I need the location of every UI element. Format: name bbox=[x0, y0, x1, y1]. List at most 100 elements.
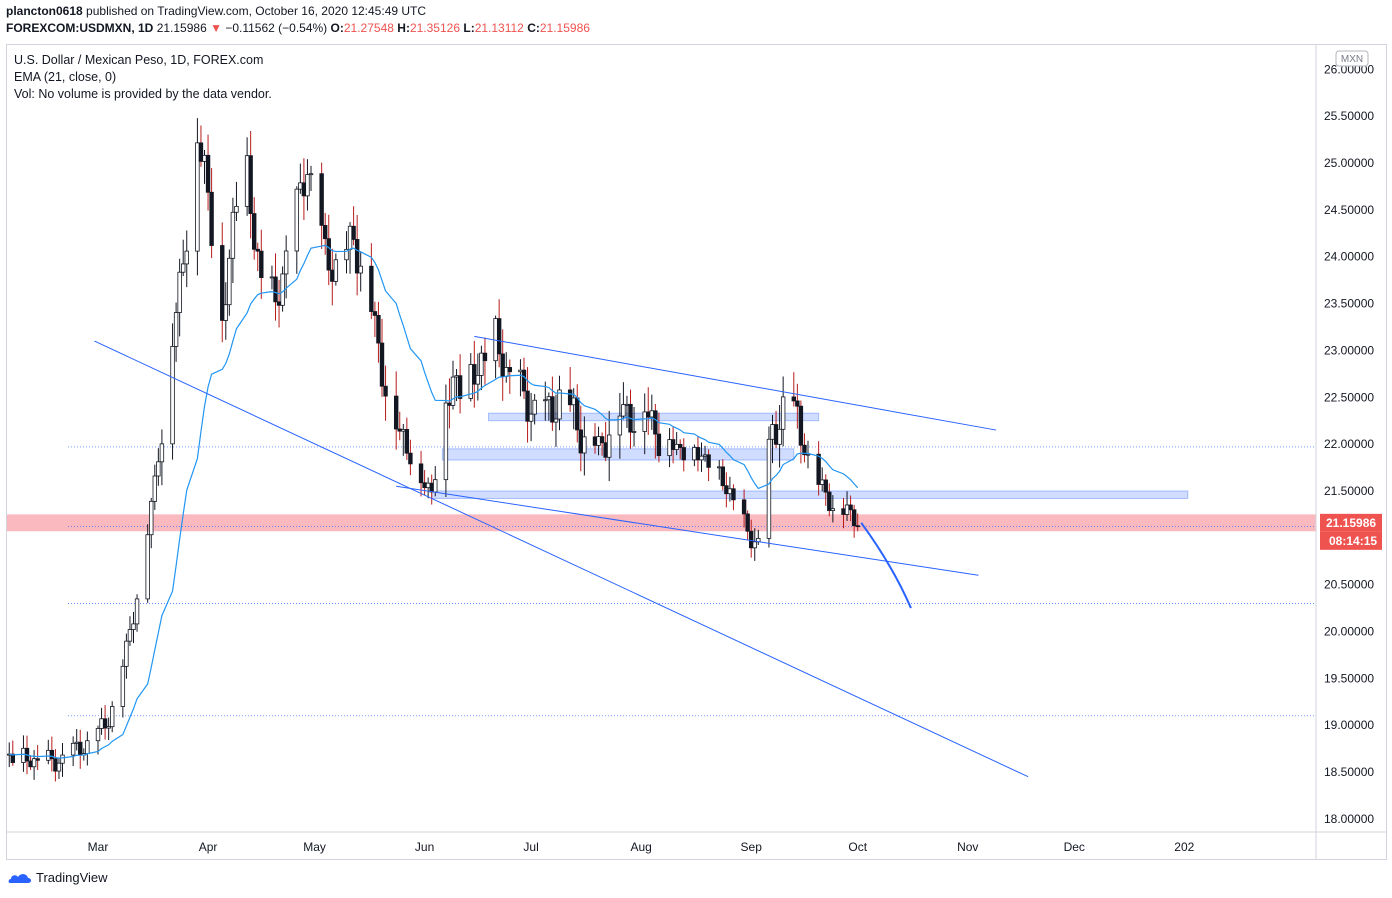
candle[interactable] bbox=[472, 340, 477, 408]
candle[interactable] bbox=[603, 421, 608, 462]
blue-zone-1[interactable] bbox=[441, 448, 795, 461]
candle[interactable] bbox=[255, 242, 260, 272]
candle[interactable] bbox=[525, 367, 530, 443]
candle[interactable] bbox=[642, 393, 647, 455]
candle[interactable] bbox=[418, 450, 424, 497]
candle[interactable] bbox=[752, 528, 757, 561]
candle[interactable] bbox=[621, 382, 626, 420]
candle[interactable] bbox=[575, 384, 580, 443]
candle[interactable] bbox=[393, 371, 399, 450]
candle[interactable] bbox=[53, 749, 58, 782]
candle[interactable] bbox=[582, 416, 587, 476]
author[interactable]: plancton0618 bbox=[6, 4, 83, 18]
candle[interactable] bbox=[205, 134, 211, 211]
candle[interactable] bbox=[102, 705, 108, 740]
candle[interactable] bbox=[429, 474, 434, 505]
candle[interactable] bbox=[198, 125, 204, 167]
candle[interactable] bbox=[259, 229, 264, 299]
candle[interactable] bbox=[298, 163, 303, 194]
candle[interactable] bbox=[35, 745, 40, 771]
candle[interactable] bbox=[457, 354, 463, 414]
candle[interactable] bbox=[493, 315, 498, 379]
candle[interactable] bbox=[159, 429, 165, 486]
candle[interactable] bbox=[46, 739, 51, 765]
candle[interactable] bbox=[397, 411, 402, 441]
candle[interactable] bbox=[184, 230, 189, 288]
candle[interactable] bbox=[816, 441, 821, 496]
candle[interactable] bbox=[443, 384, 449, 498]
candle[interactable] bbox=[720, 459, 725, 491]
candle[interactable] bbox=[475, 353, 481, 401]
tradingview-logo[interactable]: TradingView bbox=[8, 870, 108, 885]
candle[interactable] bbox=[479, 345, 484, 391]
candle[interactable] bbox=[301, 158, 307, 220]
candle[interactable] bbox=[230, 197, 236, 284]
candle[interactable] bbox=[330, 248, 335, 306]
candle[interactable] bbox=[557, 375, 562, 431]
candle[interactable] bbox=[248, 130, 253, 239]
candle[interactable] bbox=[305, 159, 310, 211]
candle[interactable] bbox=[780, 376, 786, 447]
candle[interactable] bbox=[294, 186, 299, 274]
candle[interactable] bbox=[227, 249, 232, 316]
candle[interactable] bbox=[134, 594, 140, 632]
candle[interactable] bbox=[10, 740, 15, 766]
candle[interactable] bbox=[749, 519, 754, 558]
candle[interactable] bbox=[106, 717, 111, 741]
candle[interactable] bbox=[351, 206, 356, 246]
candle[interactable] bbox=[617, 392, 623, 459]
candle[interactable] bbox=[220, 222, 225, 343]
forecast-curve[interactable] bbox=[860, 522, 912, 609]
candle[interactable] bbox=[791, 372, 796, 407]
candle[interactable] bbox=[124, 633, 129, 679]
candle[interactable] bbox=[354, 215, 360, 296]
candle[interactable] bbox=[202, 150, 207, 184]
candle[interactable] bbox=[344, 231, 349, 274]
candle[interactable] bbox=[276, 279, 282, 328]
candle[interactable] bbox=[234, 181, 239, 221]
candle[interactable] bbox=[805, 440, 811, 469]
currency-badge[interactable]: MXN bbox=[1335, 50, 1369, 67]
candle[interactable] bbox=[692, 444, 697, 467]
candle[interactable] bbox=[120, 659, 126, 718]
candle[interactable] bbox=[706, 449, 711, 482]
candle[interactable] bbox=[110, 701, 115, 733]
candle[interactable] bbox=[695, 436, 701, 472]
red-support-zone[interactable] bbox=[7, 514, 1316, 532]
candle[interactable] bbox=[333, 253, 339, 286]
candle[interactable] bbox=[717, 460, 722, 480]
candle[interactable] bbox=[209, 168, 214, 259]
candle[interactable] bbox=[521, 357, 527, 399]
candle[interactable] bbox=[482, 337, 488, 385]
candle[interactable] bbox=[244, 137, 250, 216]
candle[interactable] bbox=[319, 162, 324, 250]
candle[interactable] bbox=[507, 359, 512, 394]
candle[interactable] bbox=[127, 616, 133, 646]
candle[interactable] bbox=[543, 381, 548, 421]
candle[interactable] bbox=[795, 383, 800, 429]
candle[interactable] bbox=[496, 299, 502, 368]
candle[interactable] bbox=[827, 483, 832, 517]
last-price-label[interactable]: 21.15986 bbox=[1320, 513, 1382, 532]
candle[interactable] bbox=[756, 529, 761, 545]
candle[interactable] bbox=[777, 405, 782, 468]
candle[interactable] bbox=[404, 417, 410, 460]
candle[interactable] bbox=[681, 438, 686, 472]
candle[interactable] bbox=[383, 365, 388, 421]
candle[interactable] bbox=[251, 197, 257, 260]
candle[interactable] bbox=[447, 378, 452, 429]
candle[interactable] bbox=[802, 433, 807, 463]
candle[interactable] bbox=[567, 366, 573, 412]
candle[interactable] bbox=[532, 394, 537, 425]
candle[interactable] bbox=[308, 165, 314, 191]
candle[interactable] bbox=[745, 510, 750, 540]
chart-frame[interactable] bbox=[6, 44, 1387, 860]
candle[interactable] bbox=[653, 404, 658, 459]
candle[interactable] bbox=[624, 395, 630, 428]
candle[interactable] bbox=[152, 464, 157, 510]
candle[interactable] bbox=[99, 707, 104, 735]
candle[interactable] bbox=[425, 477, 431, 499]
candle[interactable] bbox=[500, 329, 505, 401]
candle[interactable] bbox=[450, 360, 456, 410]
